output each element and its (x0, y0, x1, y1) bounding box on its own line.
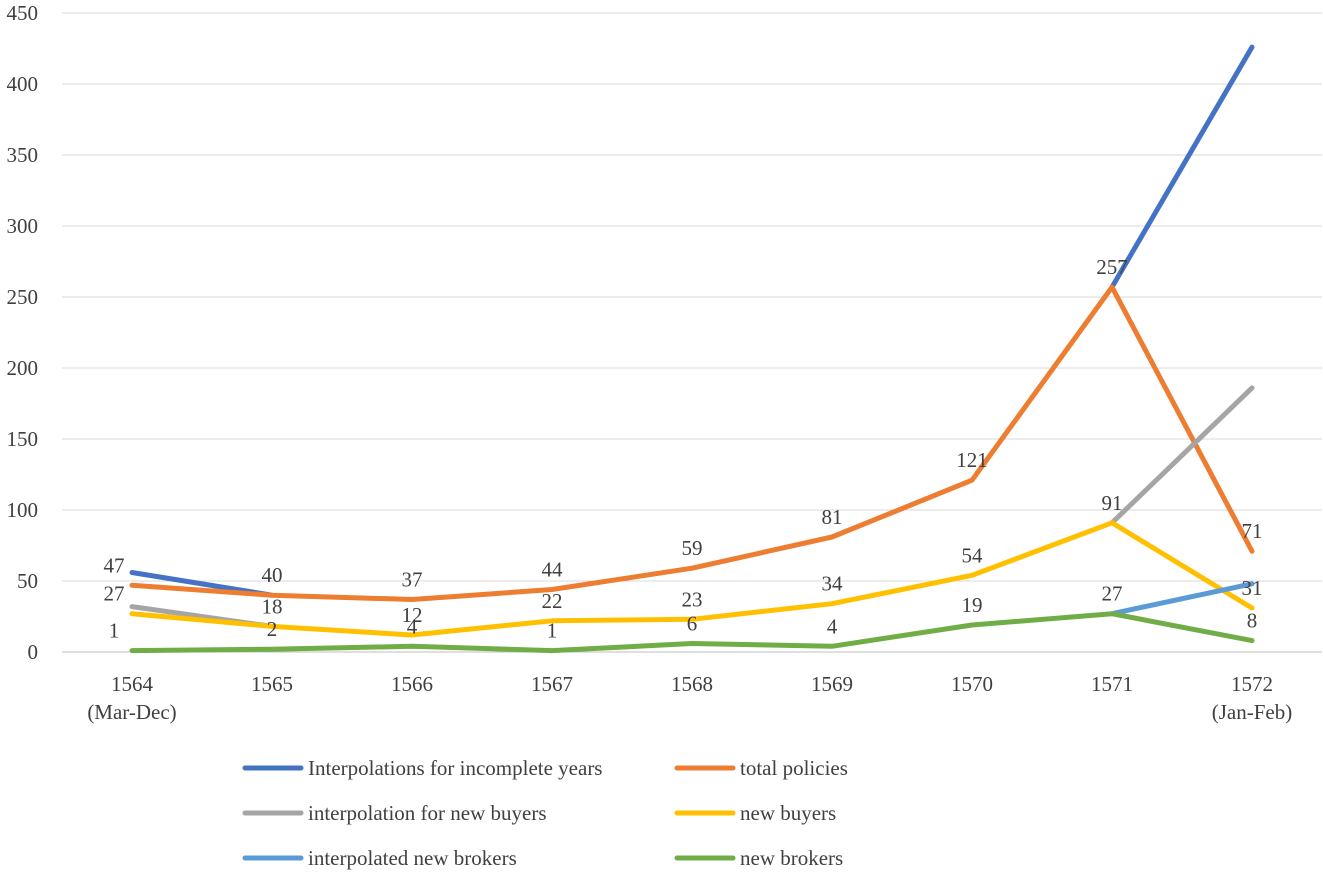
series-lines (129, 44, 1255, 654)
y-tick-label: 400 (7, 72, 39, 96)
x-tick-label: 1566 (391, 672, 433, 696)
data-label: 1 (547, 619, 558, 643)
data-label: 22 (542, 589, 563, 613)
data-label: 47 (104, 553, 125, 577)
x-tick-label: 1572 (1231, 672, 1273, 696)
data-label: 121 (956, 448, 988, 472)
data-label: 8 (1247, 609, 1258, 633)
data-label: 1 (109, 619, 120, 643)
data-label: 2 (267, 617, 278, 641)
data-label: 4 (407, 614, 418, 638)
x-tick-label: 1568 (671, 672, 713, 696)
x-tick-label: (Jan-Feb) (1212, 700, 1292, 724)
data-label: 71 (1242, 519, 1263, 543)
legend: Interpolations for incomplete years total… (242, 756, 848, 870)
x-tick-label: 1571 (1091, 672, 1133, 696)
data-label: 34 (822, 572, 844, 596)
x-tick-label: 1564 (111, 672, 154, 696)
y-tick-label: 250 (7, 285, 39, 309)
data-label: 23 (682, 587, 703, 611)
data-label: 37 (402, 567, 423, 591)
x-tick-label: 1565 (251, 672, 293, 696)
y-tick-label: 150 (7, 427, 39, 451)
data-label: 54 (962, 543, 984, 567)
y-tick-label: 200 (7, 356, 39, 380)
legend-label: Interpolations for incomplete years (308, 756, 602, 780)
data-label: 59 (682, 536, 703, 560)
data-label: 40 (262, 563, 283, 587)
y-axis: 0 50 100 150 200 250 300 350 400 450 (7, 1, 39, 664)
data-label: 18 (262, 594, 283, 618)
y-tick-label: 300 (7, 214, 39, 238)
y-tick-label: 0 (28, 640, 39, 664)
y-tick-label: 100 (7, 498, 39, 522)
series-line-total-policies (129, 284, 1255, 602)
series-line-interpolation-for-new-buyers (1109, 385, 1255, 526)
x-tick-label: 1570 (951, 672, 993, 696)
data-label: 19 (962, 593, 983, 617)
x-tick-label: 1567 (531, 672, 573, 696)
x-tick-label: 1569 (811, 672, 853, 696)
y-tick-label: 350 (7, 143, 39, 167)
legend-label: interpolated new brokers (308, 846, 517, 870)
series-line-interpolated-new-brokers (1109, 581, 1255, 617)
data-label: 91 (1102, 491, 1123, 515)
legend-label: total policies (740, 756, 848, 780)
x-axis: 1564 (Mar-Dec) 1565 1566 1567 1568 1569 1570 157… (87, 672, 1292, 724)
data-label: 27 (1102, 582, 1123, 606)
data-label: 6 (687, 611, 698, 635)
data-label: 31 (1242, 576, 1263, 600)
data-label: 81 (822, 505, 843, 529)
series-line-new-buyers (129, 520, 1255, 638)
data-label: 27 (104, 582, 125, 606)
data-label: 44 (542, 558, 564, 582)
y-tick-label: 450 (7, 1, 39, 25)
gridlines (62, 12, 1322, 653)
legend-label: new buyers (740, 801, 836, 825)
series-line-interpolations-for-incomplete-years (1109, 44, 1255, 290)
data-label: 4 (827, 614, 838, 638)
x-tick-label: (Mar-Dec) (87, 700, 176, 724)
legend-label: interpolation for new buyers (308, 801, 547, 825)
y-tick-label: 50 (17, 569, 38, 593)
data-label: 12 (402, 603, 423, 627)
data-label: 257 (1096, 255, 1128, 279)
series-line-new-brokers (129, 611, 1255, 654)
legend-label: new brokers (740, 846, 843, 870)
